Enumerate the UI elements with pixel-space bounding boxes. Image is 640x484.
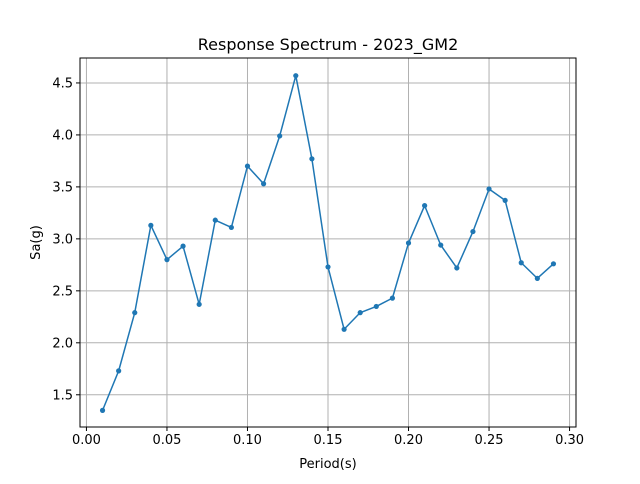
data-point (422, 203, 428, 209)
data-point (502, 197, 508, 204)
data-point (228, 224, 234, 231)
y-tick-label: 2.0 (52, 336, 73, 351)
data-point (486, 186, 492, 192)
y-tick-label: 4.5 (52, 76, 73, 91)
chart-title: Response Spectrum - 2023_GM2 (198, 35, 459, 55)
data-point (148, 222, 154, 228)
y-tick-label: 3.0 (52, 232, 73, 247)
data-point (470, 228, 476, 235)
x-tick-label: 0.25 (475, 433, 504, 448)
data-point (212, 217, 218, 223)
data-point (438, 242, 444, 248)
data-point (260, 181, 267, 187)
y-tick-label: 2.5 (52, 284, 73, 299)
x-tick-label: 0.20 (394, 433, 423, 448)
y-axis-label: Sa(g) (29, 225, 44, 260)
data-point (373, 303, 379, 310)
x-tick-label: 0.15 (314, 433, 343, 448)
data-series (99, 73, 557, 413)
data-point (454, 265, 460, 271)
data-point (132, 310, 138, 316)
data-point (196, 301, 202, 307)
y-tick-label: 4.0 (52, 128, 73, 143)
x-tick-label: 0.05 (152, 433, 181, 448)
y-tick-label: 3.5 (52, 180, 73, 195)
data-point (341, 326, 347, 332)
x-tick-label: 0.30 (555, 433, 584, 448)
data-point (244, 163, 251, 169)
x-tick-label: 0.00 (72, 433, 101, 448)
data-point (99, 407, 106, 413)
data-point (389, 295, 396, 301)
data-point (293, 73, 299, 79)
x-tick-label: 0.10 (233, 433, 262, 448)
data-point (180, 243, 186, 249)
x-axis-label: Period(s) (299, 457, 356, 472)
data-point (116, 368, 122, 374)
data-point (325, 264, 331, 270)
data-point (405, 240, 412, 246)
data-point (550, 261, 557, 267)
data-point (518, 260, 524, 266)
data-point (164, 257, 170, 263)
data-point (277, 133, 283, 139)
data-point (357, 310, 363, 316)
axis-ticks: 0.00 0.05 0.10 0.15 0.20 0.25 0.30 1.5 2.0 2.5 3.0… (52, 76, 584, 448)
data-point (534, 275, 540, 281)
y-tick-label: 1.5 (52, 388, 73, 403)
data-point (309, 156, 315, 162)
